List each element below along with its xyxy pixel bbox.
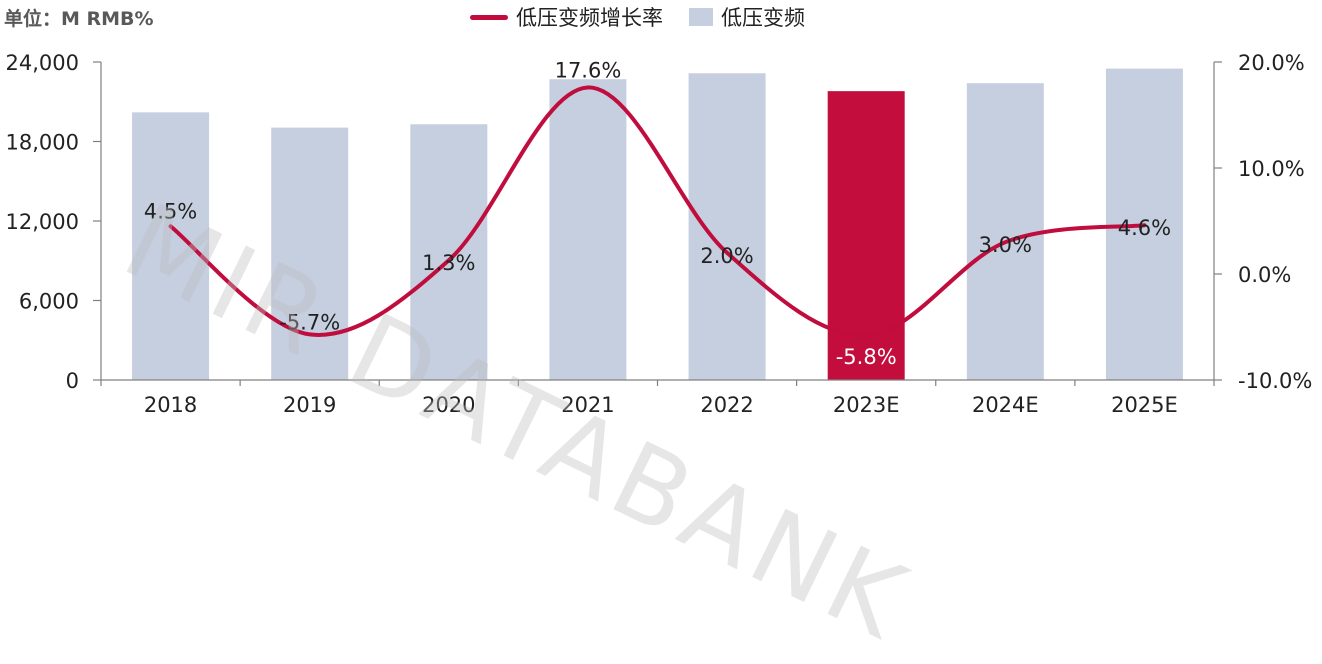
x-tick-label-2020: 2020 <box>422 393 475 417</box>
growth-line <box>168 85 1147 338</box>
bar-2020 <box>410 124 488 381</box>
legend-bar-swatch <box>689 8 713 26</box>
bar-2019 <box>271 127 349 381</box>
line-label-2020: 1.3% <box>422 251 475 275</box>
y-right-tick-label: 10.0% <box>1238 157 1305 181</box>
x-tick-label-2024E: 2024E <box>972 393 1039 417</box>
y-left-tick-label: 6,000 <box>19 290 79 314</box>
bar-2022 <box>688 73 766 380</box>
x-tick-label-2025E: 2025E <box>1111 393 1178 417</box>
x-tick-label-2018: 2018 <box>144 393 197 417</box>
line-label-2019: -5.7% <box>279 310 340 334</box>
y-left-tick-label: 0 <box>66 369 79 393</box>
combo-chart: 0 6,000 12,000 18,000 24,000 -10.0% 0.0% 10.0% 2… <box>6 51 1313 417</box>
line-label-2025E: 4.6% <box>1118 216 1171 240</box>
bar-2021 <box>549 79 627 380</box>
y-left-tick-label: 24,000 <box>6 51 79 75</box>
bars <box>132 68 1183 381</box>
bar-2024E <box>966 83 1044 380</box>
y-left-tick-label: 18,000 <box>6 131 79 155</box>
line-label-2018: 4.5% <box>144 199 197 223</box>
legend-line-label: 低压变频增长率 <box>516 6 663 30</box>
data-labels: 4.5% -5.7% 1.3% 17.6% 2.0% -5.8% 3.0% 4.6% <box>144 58 1171 369</box>
y-right-tick-label: 20.0% <box>1238 51 1305 75</box>
legend-line-swatch <box>470 14 508 20</box>
y-left-tick-label: 12,000 <box>6 210 79 234</box>
bar-2018 <box>132 112 210 380</box>
unit-label: 单位：M RMB% <box>4 8 154 30</box>
line-label-2022: 2.0% <box>700 244 753 268</box>
x-tick-label-2022: 2022 <box>700 393 753 417</box>
y-right-tick-label: -10.0% <box>1238 369 1312 393</box>
x-tick-label-2021: 2021 <box>561 393 614 417</box>
line-label-2021: 17.6% <box>555 58 622 82</box>
legend: 低压变频增长率 低压变频 <box>470 2 805 32</box>
x-tick-label-2019: 2019 <box>283 393 336 417</box>
axes: 0 6,000 12,000 18,000 24,000 -10.0% 0.0% 10.0% 2… <box>6 51 1313 417</box>
legend-bar-label: 低压变频 <box>721 6 805 30</box>
growth-line-layer <box>168 85 1147 338</box>
y-right-tick-label: 0.0% <box>1238 263 1291 287</box>
line-label-2024E: 3.0% <box>979 233 1032 257</box>
line-label-2023E: -5.8% <box>836 345 897 369</box>
x-tick-label-2023E: 2023E <box>833 393 900 417</box>
